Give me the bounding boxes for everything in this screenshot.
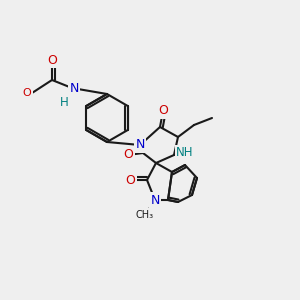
Text: H: H <box>60 95 68 109</box>
Text: O: O <box>158 104 168 118</box>
Text: O: O <box>47 53 57 67</box>
Text: O: O <box>123 148 133 161</box>
Text: NH: NH <box>176 146 194 160</box>
Text: N: N <box>150 194 160 206</box>
Text: N: N <box>135 139 145 152</box>
Text: CH₃: CH₃ <box>135 210 154 220</box>
Text: N: N <box>69 82 79 94</box>
Text: CH₃: CH₃ <box>136 210 154 220</box>
Text: H: H <box>60 95 68 109</box>
Text: O: O <box>125 173 135 187</box>
Text: O: O <box>47 53 57 67</box>
Text: N: N <box>135 139 145 152</box>
Text: O: O <box>22 88 32 98</box>
Text: NH: NH <box>176 146 194 160</box>
Text: O: O <box>123 148 133 161</box>
Text: N: N <box>69 82 79 94</box>
Text: O: O <box>158 104 168 118</box>
Text: O: O <box>125 173 135 187</box>
Text: N: N <box>150 194 160 206</box>
